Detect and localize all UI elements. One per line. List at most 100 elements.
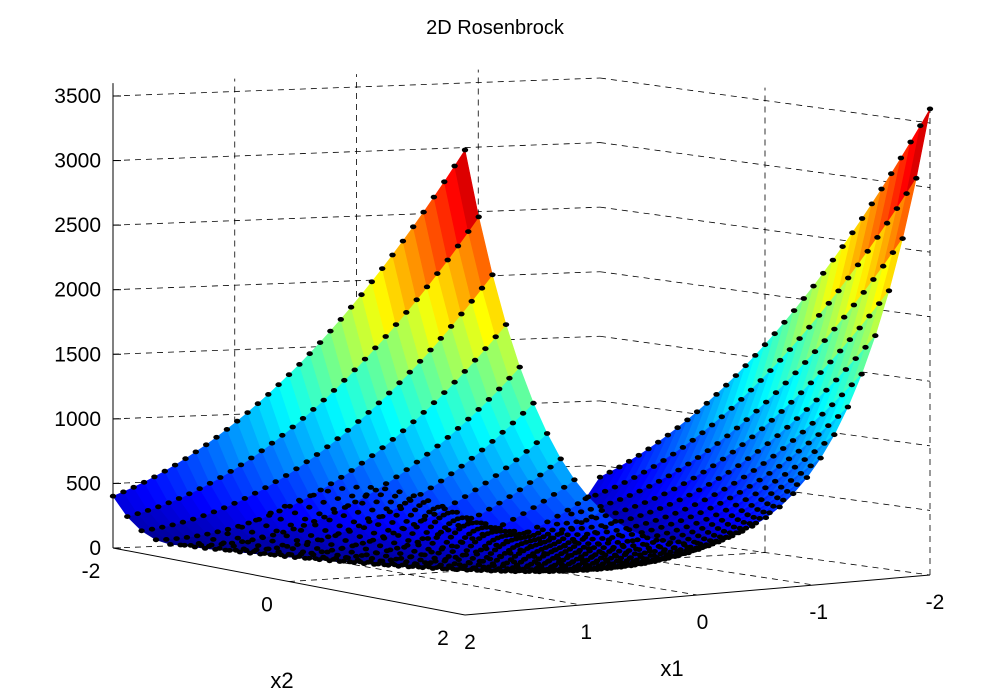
data-point [654, 533, 661, 539]
data-point [401, 500, 409, 506]
data-point [355, 419, 362, 424]
data-point [672, 510, 679, 516]
data-point [461, 535, 469, 540]
data-point [187, 543, 194, 548]
data-point [659, 538, 667, 543]
data-point [282, 473, 290, 478]
data-point [152, 537, 160, 543]
data-point [413, 297, 420, 303]
data-point [750, 514, 757, 520]
data-point [640, 556, 647, 562]
data-point [183, 535, 191, 540]
data-point [466, 531, 473, 537]
data-point [342, 555, 350, 560]
data-point [831, 326, 838, 332]
data-point [397, 556, 405, 561]
x1-axis-label: x1 [660, 656, 683, 681]
data-markers [109, 106, 934, 575]
data-point [312, 522, 319, 528]
data-point [369, 537, 377, 543]
data-point [253, 547, 260, 553]
data-point [622, 507, 629, 513]
data-point [862, 344, 869, 350]
data-point [803, 407, 810, 412]
data-point [435, 550, 442, 556]
data-point [725, 469, 732, 475]
data-point [124, 514, 131, 519]
data-point [662, 514, 669, 520]
data-point [538, 565, 545, 571]
data-point [616, 464, 623, 470]
data-point [493, 557, 501, 563]
data-point [337, 317, 344, 322]
data-point [190, 516, 197, 522]
data-point [470, 528, 477, 534]
data-point [627, 516, 634, 522]
data-point [401, 562, 408, 567]
data-point [831, 432, 838, 438]
data-point [217, 475, 224, 480]
data-point [819, 411, 826, 417]
data-point [454, 426, 462, 431]
data-point [496, 386, 503, 392]
data-point [434, 443, 441, 449]
data-point [530, 400, 537, 406]
data-point [592, 559, 600, 565]
data-point [858, 216, 866, 221]
data-point [782, 380, 789, 386]
data-point [796, 336, 803, 341]
data-point [377, 558, 384, 564]
data-point [234, 535, 241, 541]
data-point [792, 370, 799, 376]
x1-tick-label: 0 [697, 611, 709, 634]
data-point [496, 553, 504, 559]
data-point [652, 518, 659, 523]
data-point [817, 370, 824, 375]
data-point [420, 410, 427, 415]
data-point [635, 452, 642, 458]
data-point [666, 540, 674, 546]
data-point [290, 526, 297, 532]
data-point [200, 513, 207, 519]
data-point [588, 514, 595, 520]
data-point [482, 346, 489, 352]
data-point [791, 464, 799, 470]
data-point [376, 543, 384, 549]
data-point [459, 540, 466, 545]
data-point [742, 363, 749, 369]
data-point [471, 539, 479, 545]
data-point [320, 499, 327, 505]
data-point [655, 478, 663, 484]
data-point [597, 504, 604, 509]
data-point [523, 449, 530, 454]
data-point [699, 430, 706, 436]
data-point [590, 545, 598, 551]
data-point [169, 522, 176, 528]
data-point [327, 328, 334, 334]
data-point [448, 471, 455, 477]
data-point [817, 455, 824, 461]
data-point [395, 533, 402, 538]
data-point [764, 441, 771, 447]
data-point [682, 506, 689, 512]
data-point [314, 537, 322, 543]
data-point [358, 292, 365, 298]
data-point [213, 434, 220, 440]
data-point [793, 416, 801, 421]
data-point [646, 548, 654, 554]
data-point [767, 368, 774, 373]
data-point [362, 493, 369, 499]
data-point [322, 556, 329, 561]
data-point [806, 324, 813, 330]
data-point [761, 342, 769, 348]
data-point [456, 526, 463, 532]
data-point [829, 402, 836, 408]
data-point [803, 475, 811, 480]
data-point [293, 538, 301, 543]
data-point [772, 390, 780, 396]
data-point [507, 550, 514, 556]
data-point [570, 544, 578, 549]
data-point [316, 340, 324, 345]
data-point [555, 556, 562, 562]
data-point [460, 523, 467, 529]
